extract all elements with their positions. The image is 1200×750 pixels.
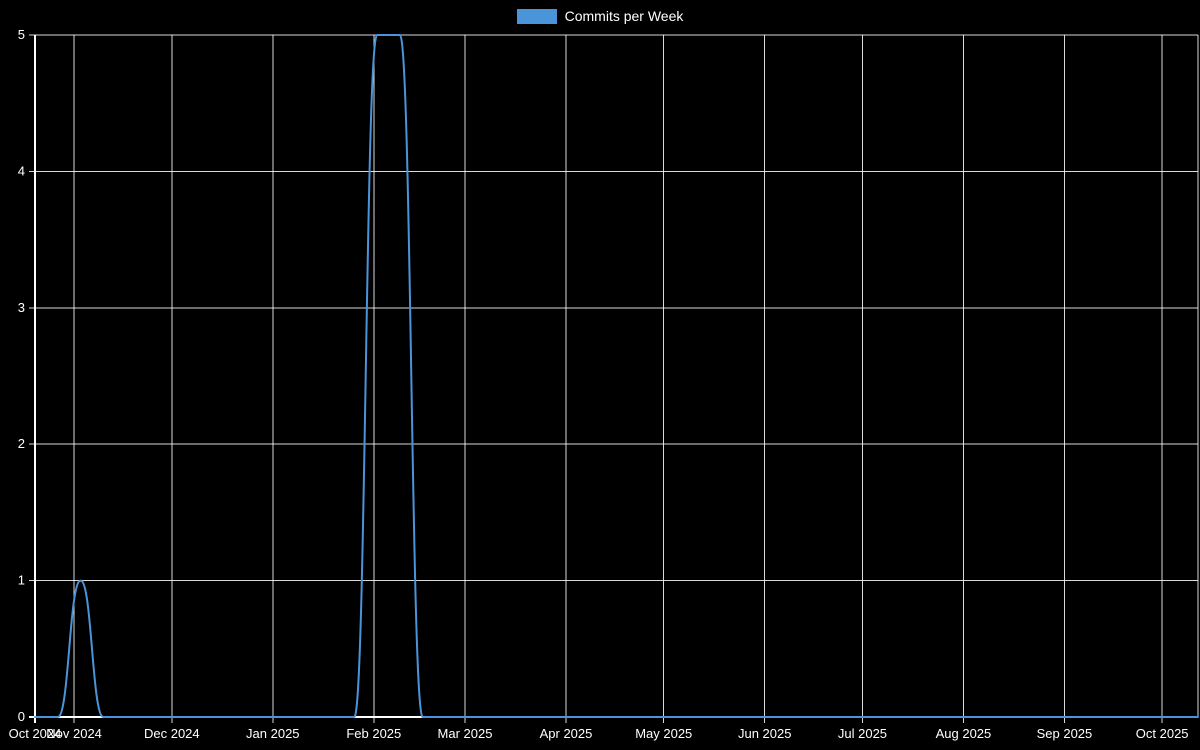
x-tick-label: Oct 2025 xyxy=(1136,726,1189,741)
y-tick-label: 3 xyxy=(18,300,25,315)
x-tick-label: May 2025 xyxy=(635,726,692,741)
x-tick-label: Jul 2025 xyxy=(838,726,887,741)
x-tick-label: Dec 2024 xyxy=(144,726,200,741)
x-tick-label: Nov 2024 xyxy=(46,726,102,741)
x-tick-label: Jun 2025 xyxy=(738,726,792,741)
y-tick-label: 1 xyxy=(18,573,25,588)
legend-item-commits-per-week[interactable]: Commits per Week xyxy=(516,8,684,24)
x-tick-label: Mar 2025 xyxy=(438,726,493,741)
x-tick-label: Oct 2024 xyxy=(9,726,62,741)
legend-swatch xyxy=(516,8,557,24)
y-tick-label: 0 xyxy=(18,709,25,724)
y-tick-label: 4 xyxy=(18,163,25,178)
commits-line-series xyxy=(34,34,1199,719)
x-tick-label: Apr 2025 xyxy=(540,726,593,741)
x-tick-label: Sep 2025 xyxy=(1037,726,1093,741)
x-tick-label: Aug 2025 xyxy=(936,726,992,741)
x-tick-label: Jan 2025 xyxy=(246,726,300,741)
y-tick-label: 2 xyxy=(18,436,25,451)
chart-legend: Commits per Week xyxy=(0,8,1200,24)
y-tick-label: 5 xyxy=(18,27,25,42)
legend-label: Commits per Week xyxy=(564,8,684,24)
x-tick-label: Feb 2025 xyxy=(346,726,401,741)
